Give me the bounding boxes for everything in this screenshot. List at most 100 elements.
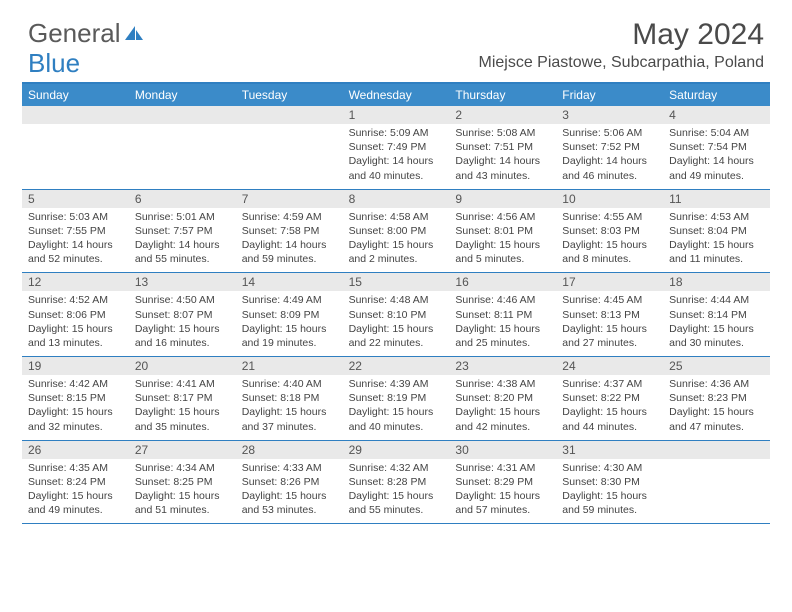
title-block: May 2024 Miejsce Piastowe, Subcarpathia,…	[479, 18, 765, 72]
weeks-container: 1Sunrise: 5:09 AMSunset: 7:49 PMDaylight…	[22, 106, 770, 524]
sunrise-text: Sunrise: 4:55 AM	[562, 210, 657, 224]
daylight-text: Daylight: 14 hours and 40 minutes.	[349, 154, 444, 182]
day-info: Sunrise: 4:31 AMSunset: 8:29 PMDaylight:…	[449, 459, 556, 518]
sunrise-text: Sunrise: 5:01 AM	[135, 210, 230, 224]
sunrise-text: Sunrise: 4:31 AM	[455, 461, 550, 475]
day-cell: 12Sunrise: 4:52 AMSunset: 8:06 PMDayligh…	[22, 273, 129, 356]
day-info: Sunrise: 4:52 AMSunset: 8:06 PMDaylight:…	[22, 291, 129, 350]
day-number: 17	[556, 273, 663, 291]
day-number: 29	[343, 441, 450, 459]
day-info: Sunrise: 4:39 AMSunset: 8:19 PMDaylight:…	[343, 375, 450, 434]
daylight-text: Daylight: 15 hours and 13 minutes.	[28, 322, 123, 350]
day-info: Sunrise: 4:30 AMSunset: 8:30 PMDaylight:…	[556, 459, 663, 518]
day-info: Sunrise: 5:04 AMSunset: 7:54 PMDaylight:…	[663, 124, 770, 183]
sunset-text: Sunset: 7:58 PM	[242, 224, 337, 238]
sunset-text: Sunset: 8:06 PM	[28, 308, 123, 322]
sunrise-text: Sunrise: 4:59 AM	[242, 210, 337, 224]
sunset-text: Sunset: 8:09 PM	[242, 308, 337, 322]
day-info: Sunrise: 5:09 AMSunset: 7:49 PMDaylight:…	[343, 124, 450, 183]
day-cell: 10Sunrise: 4:55 AMSunset: 8:03 PMDayligh…	[556, 190, 663, 273]
weekday-label: Wednesday	[343, 84, 450, 106]
day-info: Sunrise: 4:32 AMSunset: 8:28 PMDaylight:…	[343, 459, 450, 518]
day-cell: 22Sunrise: 4:39 AMSunset: 8:19 PMDayligh…	[343, 357, 450, 440]
month-title: May 2024	[479, 18, 765, 52]
daylight-text: Daylight: 15 hours and 59 minutes.	[562, 489, 657, 517]
sunset-text: Sunset: 8:19 PM	[349, 391, 444, 405]
sunrise-text: Sunrise: 4:44 AM	[669, 293, 764, 307]
day-cell: 8Sunrise: 4:58 AMSunset: 8:00 PMDaylight…	[343, 190, 450, 273]
sunset-text: Sunset: 7:52 PM	[562, 140, 657, 154]
day-number: 12	[22, 273, 129, 291]
day-cell: 16Sunrise: 4:46 AMSunset: 8:11 PMDayligh…	[449, 273, 556, 356]
sunrise-text: Sunrise: 4:32 AM	[349, 461, 444, 475]
day-info: Sunrise: 4:58 AMSunset: 8:00 PMDaylight:…	[343, 208, 450, 267]
day-cell: 5Sunrise: 5:03 AMSunset: 7:55 PMDaylight…	[22, 190, 129, 273]
day-cell: 17Sunrise: 4:45 AMSunset: 8:13 PMDayligh…	[556, 273, 663, 356]
weekday-label: Tuesday	[236, 84, 343, 106]
day-cell: 30Sunrise: 4:31 AMSunset: 8:29 PMDayligh…	[449, 441, 556, 524]
week-row: 5Sunrise: 5:03 AMSunset: 7:55 PMDaylight…	[22, 190, 770, 274]
day-info: Sunrise: 4:46 AMSunset: 8:11 PMDaylight:…	[449, 291, 556, 350]
header: General May 2024 Miejsce Piastowe, Subca…	[0, 0, 792, 76]
day-number: 13	[129, 273, 236, 291]
day-cell: 1Sunrise: 5:09 AMSunset: 7:49 PMDaylight…	[343, 106, 450, 189]
sunrise-text: Sunrise: 5:08 AM	[455, 126, 550, 140]
day-number: 24	[556, 357, 663, 375]
day-info: Sunrise: 4:45 AMSunset: 8:13 PMDaylight:…	[556, 291, 663, 350]
day-info: Sunrise: 4:56 AMSunset: 8:01 PMDaylight:…	[449, 208, 556, 267]
daylight-text: Daylight: 15 hours and 44 minutes.	[562, 405, 657, 433]
day-number: 16	[449, 273, 556, 291]
day-number	[236, 106, 343, 124]
day-number: 11	[663, 190, 770, 208]
sunset-text: Sunset: 8:30 PM	[562, 475, 657, 489]
daylight-text: Daylight: 15 hours and 51 minutes.	[135, 489, 230, 517]
day-info: Sunrise: 4:59 AMSunset: 7:58 PMDaylight:…	[236, 208, 343, 267]
sunset-text: Sunset: 8:11 PM	[455, 308, 550, 322]
day-number: 8	[343, 190, 450, 208]
day-number: 31	[556, 441, 663, 459]
day-info: Sunrise: 5:06 AMSunset: 7:52 PMDaylight:…	[556, 124, 663, 183]
sunset-text: Sunset: 8:22 PM	[562, 391, 657, 405]
day-number	[129, 106, 236, 124]
sunset-text: Sunset: 8:14 PM	[669, 308, 764, 322]
day-info: Sunrise: 5:01 AMSunset: 7:57 PMDaylight:…	[129, 208, 236, 267]
sunset-text: Sunset: 8:07 PM	[135, 308, 230, 322]
daylight-text: Daylight: 15 hours and 35 minutes.	[135, 405, 230, 433]
sunset-text: Sunset: 8:26 PM	[242, 475, 337, 489]
day-cell: 29Sunrise: 4:32 AMSunset: 8:28 PMDayligh…	[343, 441, 450, 524]
day-cell: 3Sunrise: 5:06 AMSunset: 7:52 PMDaylight…	[556, 106, 663, 189]
sunset-text: Sunset: 8:01 PM	[455, 224, 550, 238]
day-cell: 7Sunrise: 4:59 AMSunset: 7:58 PMDaylight…	[236, 190, 343, 273]
day-cell: 31Sunrise: 4:30 AMSunset: 8:30 PMDayligh…	[556, 441, 663, 524]
day-info: Sunrise: 4:44 AMSunset: 8:14 PMDaylight:…	[663, 291, 770, 350]
brand-part1: General	[28, 18, 121, 49]
sunrise-text: Sunrise: 5:09 AM	[349, 126, 444, 140]
day-number: 20	[129, 357, 236, 375]
weekday-label: Thursday	[449, 84, 556, 106]
sunrise-text: Sunrise: 4:48 AM	[349, 293, 444, 307]
sunset-text: Sunset: 8:25 PM	[135, 475, 230, 489]
sunset-text: Sunset: 8:13 PM	[562, 308, 657, 322]
sunrise-text: Sunrise: 4:33 AM	[242, 461, 337, 475]
day-info: Sunrise: 4:34 AMSunset: 8:25 PMDaylight:…	[129, 459, 236, 518]
brand-sail-icon	[123, 18, 145, 49]
weekday-label: Friday	[556, 84, 663, 106]
day-number: 14	[236, 273, 343, 291]
daylight-text: Daylight: 14 hours and 59 minutes.	[242, 238, 337, 266]
sunset-text: Sunset: 7:57 PM	[135, 224, 230, 238]
day-info: Sunrise: 4:37 AMSunset: 8:22 PMDaylight:…	[556, 375, 663, 434]
sunrise-text: Sunrise: 4:49 AM	[242, 293, 337, 307]
day-cell: 2Sunrise: 5:08 AMSunset: 7:51 PMDaylight…	[449, 106, 556, 189]
day-number: 21	[236, 357, 343, 375]
daylight-text: Daylight: 14 hours and 46 minutes.	[562, 154, 657, 182]
day-cell: 14Sunrise: 4:49 AMSunset: 8:09 PMDayligh…	[236, 273, 343, 356]
day-cell	[663, 441, 770, 524]
week-row: 26Sunrise: 4:35 AMSunset: 8:24 PMDayligh…	[22, 441, 770, 525]
day-number	[22, 106, 129, 124]
day-cell: 27Sunrise: 4:34 AMSunset: 8:25 PMDayligh…	[129, 441, 236, 524]
daylight-text: Daylight: 15 hours and 5 minutes.	[455, 238, 550, 266]
sunrise-text: Sunrise: 4:30 AM	[562, 461, 657, 475]
brand-logo: General	[28, 18, 145, 49]
sunrise-text: Sunrise: 5:04 AM	[669, 126, 764, 140]
day-info: Sunrise: 4:41 AMSunset: 8:17 PMDaylight:…	[129, 375, 236, 434]
